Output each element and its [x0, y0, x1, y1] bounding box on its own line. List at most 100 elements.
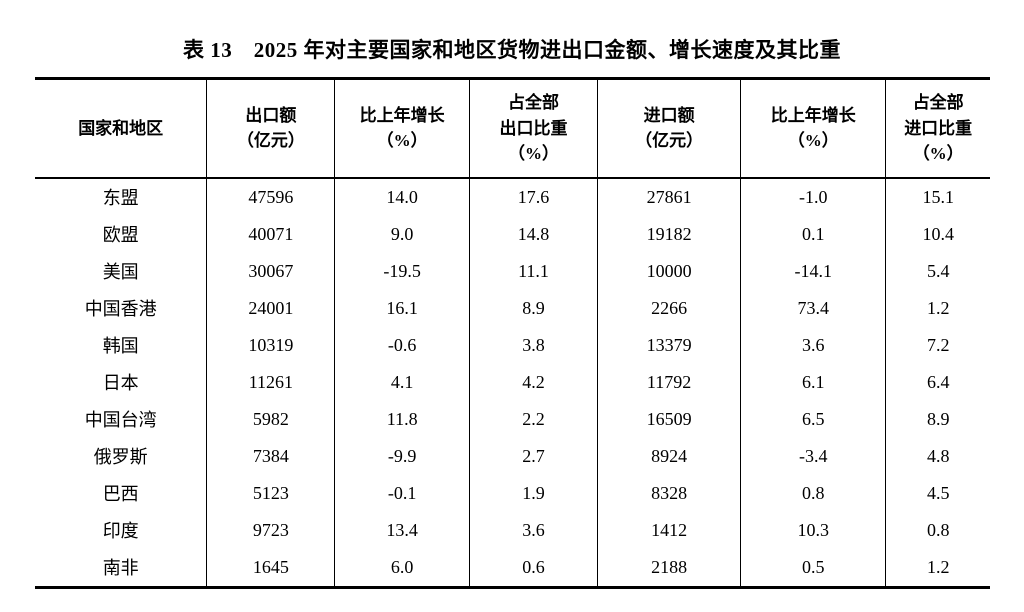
value-cell: -0.1: [334, 474, 470, 512]
value-cell: 2266: [596, 289, 741, 327]
value-cell: 0.1: [740, 215, 886, 253]
column-header-1: 出口额 （亿元）: [206, 78, 335, 178]
value-cell: 3.6: [469, 511, 598, 549]
value-cell: 5123: [206, 474, 335, 512]
region-cell: 韩国: [102, 336, 139, 356]
column-header-line: 占全部: [507, 93, 559, 112]
region-cell: 美国: [102, 262, 139, 282]
region-cell: 中国台湾: [84, 410, 157, 430]
column-header-line: 比上年增长: [359, 105, 445, 125]
value-cell: 3.6: [740, 326, 886, 364]
column-header-line: （%）: [787, 131, 839, 151]
column-header-4: 进口额 （亿元）: [596, 78, 741, 178]
table-body: 东盟 47596 14.0 17.6 27861 -1.0 15.1 欧盟 40071 9.0 14…: [35, 177, 990, 587]
region-cell: 南非: [102, 558, 139, 578]
column-header-2: 比上年增长 （%）: [334, 78, 470, 178]
column-header-3: 占全部 出口比重 （%）: [469, 78, 598, 178]
value-cell: -14.1: [740, 252, 886, 290]
value-cell: 9.0: [334, 215, 470, 253]
table-row: 韩国 10319 -0.6 3.8 13379 3.6 7.2: [35, 326, 990, 364]
region-cell: 日本: [102, 373, 139, 393]
column-header-6: 占全部进口比重 （%）: [885, 78, 990, 178]
value-cell: 2.2: [469, 400, 598, 438]
value-cell: 6.1: [740, 363, 886, 401]
region-cell: 俄罗斯: [93, 447, 148, 467]
value-cell: 16.1: [334, 289, 470, 327]
value-cell: -19.5: [334, 252, 470, 290]
value-cell: 6.0: [334, 548, 470, 587]
value-cell: 5982: [206, 400, 335, 438]
value-cell: 13379: [596, 326, 741, 364]
value-cell: 11.8: [334, 400, 470, 438]
value-cell: 14.0: [334, 177, 470, 216]
table-row: 南非 1645 6.0 0.6 2188 0.5 1.2: [35, 548, 990, 587]
table-row: 俄罗斯 7384 -9.9 2.7 8924 -3.4 4.8: [35, 437, 990, 475]
column-header-line: （%）: [376, 131, 428, 151]
value-cell: 2188: [596, 548, 741, 587]
value-cell: 17.6: [469, 177, 598, 216]
value-cell: 11792: [596, 363, 741, 401]
value-cell: 1412: [596, 511, 741, 549]
value-cell: 0.5: [740, 548, 886, 587]
value-cell: 47596: [206, 177, 335, 216]
column-header-line: （亿元）: [635, 131, 704, 151]
value-cell: 4.8: [885, 437, 990, 475]
column-header-line: 出口额: [245, 105, 297, 125]
table-row: 巴西 5123 -0.1 1.9 8328 0.8 4.5: [35, 474, 990, 512]
table-row: 美国 30067 -19.5 11.1 10000 -14.1 5.4: [35, 252, 990, 290]
value-cell: 40071: [206, 215, 335, 253]
trade-data-table: 国家和地区 出口额 （亿元） 比上年增长 （%） 占全部 出口比重 （%） 进口额 （亿元） 比上年…: [35, 77, 990, 589]
table-row: 日本 11261 4.1 4.2 11792 6.1 6.4: [35, 363, 990, 401]
region-cell: 东盟: [102, 188, 139, 208]
value-cell: 2.7: [469, 437, 598, 475]
value-cell: 8924: [596, 437, 741, 475]
region-cell: 中国香港: [84, 299, 157, 319]
value-cell: 1.2: [885, 289, 990, 327]
header-row: 国家和地区 出口额 （亿元） 比上年增长 （%） 占全部 出口比重 （%） 进口额 （亿元） 比上年…: [35, 78, 990, 178]
value-cell: 4.5: [885, 474, 990, 512]
column-header-line: 占全部: [912, 93, 964, 112]
column-header-line: 进口额: [643, 105, 695, 125]
column-header-line: （%）: [912, 144, 964, 163]
value-cell: 7384: [206, 437, 335, 475]
column-header-line: （亿元）: [236, 131, 305, 151]
value-cell: 11.1: [469, 252, 598, 290]
value-cell: 24001: [206, 289, 335, 327]
column-header-line: （%）: [507, 144, 559, 163]
value-cell: -1.0: [740, 177, 886, 216]
value-cell: 4.2: [469, 363, 598, 401]
value-cell: 27861: [596, 177, 741, 216]
table-row: 欧盟 40071 9.0 14.8 19182 0.1 10.4: [35, 215, 990, 253]
value-cell: 7.2: [885, 326, 990, 364]
region-cell: 巴西: [102, 484, 139, 504]
value-cell: 30067: [206, 252, 335, 290]
value-cell: 10319: [206, 326, 335, 364]
value-cell: 8.9: [469, 289, 598, 327]
value-cell: 10.4: [885, 215, 990, 253]
region-cell: 欧盟: [102, 225, 139, 245]
value-cell: 8.9: [885, 400, 990, 438]
value-cell: 8328: [596, 474, 741, 512]
table-row: 中国香港 24001 16.1 8.9 2266 73.4 1.2: [35, 289, 990, 327]
value-cell: 1645: [206, 548, 335, 587]
value-cell: 16509: [596, 400, 741, 438]
value-cell: 73.4: [740, 289, 886, 327]
value-cell: 13.4: [334, 511, 470, 549]
value-cell: 5.4: [885, 252, 990, 290]
value-cell: 15.1: [885, 177, 990, 216]
value-cell: 11261: [206, 363, 335, 401]
table-row: 印度 9723 13.4 3.6 1412 10.3 0.8: [35, 511, 990, 549]
value-cell: 0.8: [885, 511, 990, 549]
value-cell: 9723: [206, 511, 335, 549]
value-cell: 3.8: [469, 326, 598, 364]
value-cell: 0.8: [740, 474, 886, 512]
table-row: 中国台湾 5982 11.8 2.2 16509 6.5 8.9: [35, 400, 990, 438]
value-cell: 10000: [596, 252, 741, 290]
column-header-line: 比上年增长: [770, 105, 856, 125]
column-header-line: 进口比重: [904, 118, 973, 138]
value-cell: 10.3: [740, 511, 886, 549]
value-cell: 19182: [596, 215, 741, 253]
value-cell: 1.2: [885, 548, 990, 587]
value-cell: 4.1: [334, 363, 470, 401]
